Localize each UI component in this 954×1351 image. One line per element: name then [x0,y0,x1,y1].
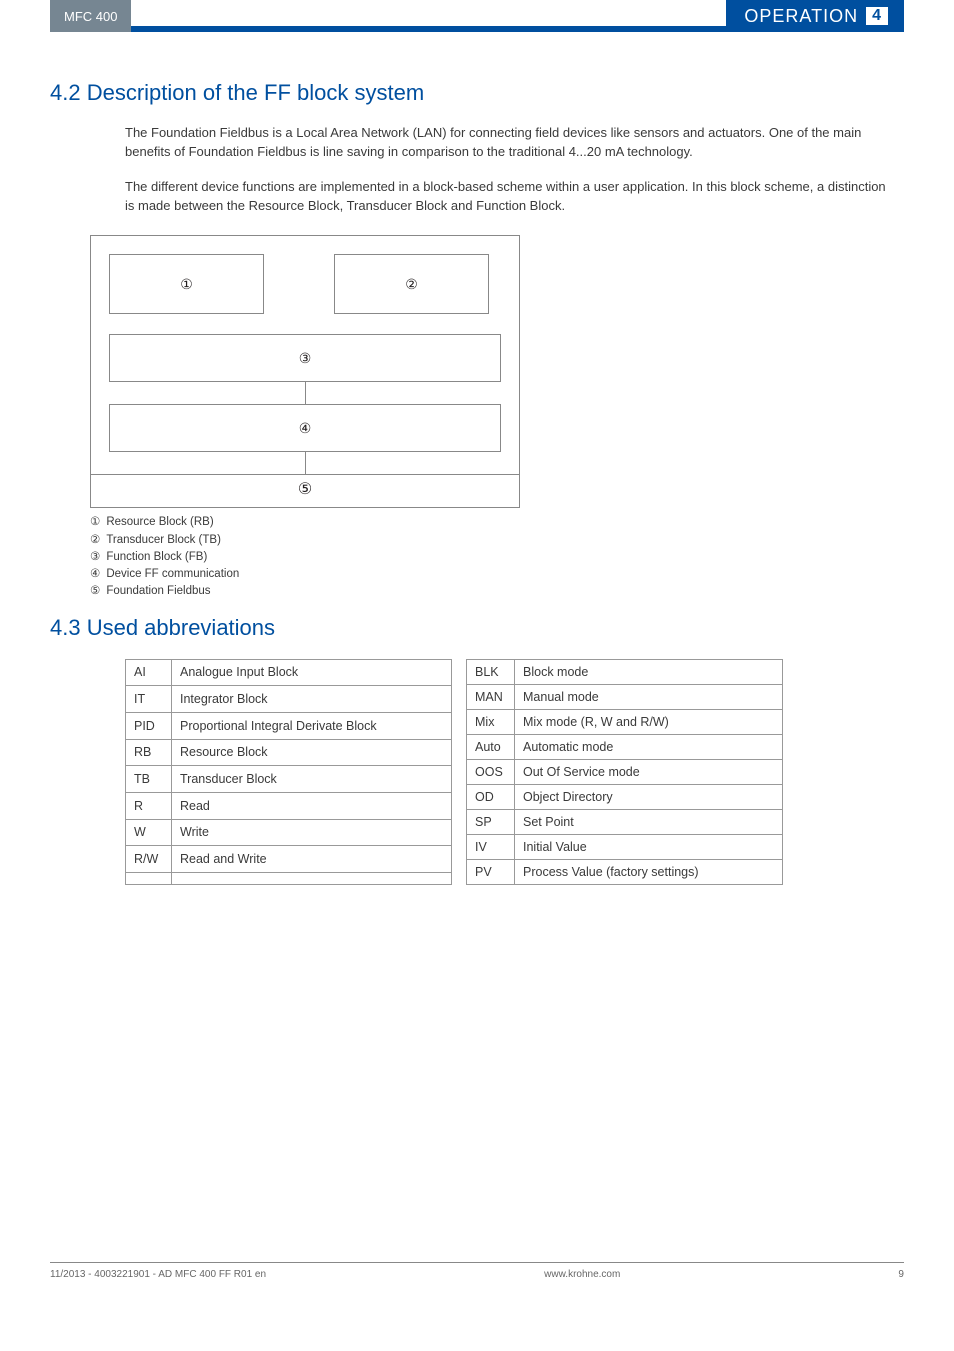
abbr-key: IT [126,686,172,713]
section-title-bar: OPERATION 4 [726,0,904,32]
table-row: IVInitial Value [467,834,783,859]
abbr-key: W [126,819,172,846]
abbr-val: Proportional Integral Derivate Block [172,712,452,739]
legend-num-3: ③ [90,549,100,566]
abbr-key: TB [126,766,172,793]
abbr-val: Integrator Block [172,686,452,713]
section-number: 4 [866,7,888,25]
connector-3-4 [305,382,306,404]
abbr-key: BLK [467,659,515,684]
table-row: MANManual mode [467,684,783,709]
para-4-2-1: The Foundation Fieldbus is a Local Area … [125,124,894,162]
diagram-box-5: ⑤ [91,474,519,507]
abbr-val: Resource Block [172,739,452,766]
table-row: TBTransducer Block [126,766,452,793]
section-title: OPERATION [744,6,858,27]
doc-code: MFC 400 [50,0,131,32]
table-row [126,872,452,884]
diagram-legend: ① Resource Block (RB) ② Transducer Block (… [90,514,904,600]
heading-4-3: 4.3 Used abbreviations [50,615,904,641]
legend-text-3: Function Block (FB) [106,549,207,566]
connector-4-5 [305,452,306,474]
table-row: MixMix mode (R, W and R/W) [467,709,783,734]
table-row: RBResource Block [126,739,452,766]
table-row: SPSet Point [467,809,783,834]
abbr-key: SP [467,809,515,834]
abbr-key: OOS [467,759,515,784]
abbr-val: Manual mode [515,684,783,709]
abbr-val: Read [172,792,452,819]
abbr-table-left: AIAnalogue Input Block ITIntegrator Bloc… [125,659,452,885]
heading-4-2: 4.2 Description of the FF block system [50,80,904,106]
legend-num-4: ④ [90,566,100,583]
footer-left: 11/2013 - 4003221901 - AD MFC 400 FF R01… [50,1269,266,1280]
table-row: AIAnalogue Input Block [126,659,452,686]
page-footer: 11/2013 - 4003221901 - AD MFC 400 FF R01… [50,1262,904,1280]
table-row: WWrite [126,819,452,846]
abbr-key [126,872,172,884]
legend-text-1: Resource Block (RB) [106,514,213,531]
legend-text-5: Foundation Fieldbus [106,583,210,600]
abbr-val: Mix mode (R, W and R/W) [515,709,783,734]
abbr-val: Initial Value [515,834,783,859]
diagram-box-1: ① [109,254,264,314]
abbr-val: Out Of Service mode [515,759,783,784]
abbr-key: RB [126,739,172,766]
abbr-key: PV [467,859,515,884]
abbr-tables: AIAnalogue Input Block ITIntegrator Bloc… [125,659,894,885]
abbr-key: OD [467,784,515,809]
table-row: PIDProportional Integral Derivate Block [126,712,452,739]
table-row: BLKBlock mode [467,659,783,684]
diagram-box-3: ③ [109,334,501,382]
abbr-key: PID [126,712,172,739]
table-row: PVProcess Value (factory settings) [467,859,783,884]
block-diagram: ① ② ③ ④ ⑤ [90,235,520,508]
legend-num-2: ② [90,532,100,549]
header-rule [131,0,726,32]
table-row: ODObject Directory [467,784,783,809]
abbr-val: Object Directory [515,784,783,809]
abbr-val: Analogue Input Block [172,659,452,686]
abbr-val [172,872,452,884]
legend-text-2: Transducer Block (TB) [106,532,221,549]
table-row: R/WRead and Write [126,846,452,873]
diagram-box-4: ④ [109,404,501,452]
table-row: ITIntegrator Block [126,686,452,713]
table-row: OOSOut Of Service mode [467,759,783,784]
page-header: MFC 400 OPERATION 4 [50,0,904,32]
diagram-box-2: ② [334,254,489,314]
abbr-val: Automatic mode [515,734,783,759]
abbr-val: Write [172,819,452,846]
abbr-key: R [126,792,172,819]
abbr-key: MAN [467,684,515,709]
abbr-val: Process Value (factory settings) [515,859,783,884]
table-row: AutoAutomatic mode [467,734,783,759]
footer-center: www.krohne.com [544,1269,620,1280]
abbr-key: AI [126,659,172,686]
table-row: RRead [126,792,452,819]
abbr-val: Transducer Block [172,766,452,793]
abbr-table-right: BLKBlock mode MANManual mode MixMix mode… [466,659,783,885]
abbr-val: Set Point [515,809,783,834]
abbr-key: Auto [467,734,515,759]
legend-num-1: ① [90,514,100,531]
abbr-key: IV [467,834,515,859]
abbr-key: Mix [467,709,515,734]
para-4-2-2: The different device functions are imple… [125,178,894,216]
abbr-key: R/W [126,846,172,873]
legend-num-5: ⑤ [90,583,100,600]
legend-text-4: Device FF communication [106,566,239,583]
abbr-val: Block mode [515,659,783,684]
abbr-val: Read and Write [172,846,452,873]
footer-right: 9 [898,1269,904,1280]
